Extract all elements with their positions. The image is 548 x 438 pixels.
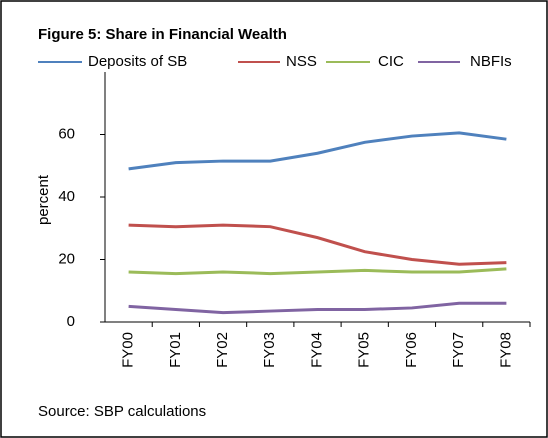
data-line <box>128 267 507 276</box>
x-tick-label: FY05 <box>356 332 373 368</box>
legend-label: NBFIs <box>470 53 512 70</box>
x-tick-label: FY06 <box>403 332 420 368</box>
y-tick-label: 60 <box>58 125 75 142</box>
x-tick-label: FY04 <box>308 332 325 368</box>
y-axis-label: percent <box>35 174 52 225</box>
y-tick-label: 0 <box>67 313 75 330</box>
x-tick-label: FY07 <box>450 332 467 368</box>
source-note: Source: SBP calculations <box>38 403 206 420</box>
data-line <box>128 301 507 315</box>
x-tick-label: FY00 <box>120 332 137 368</box>
x-tick-label: FY01 <box>167 332 184 368</box>
data-line <box>128 223 507 266</box>
legend-label: CIC <box>378 53 404 70</box>
x-tick-label: FY02 <box>214 332 231 368</box>
legend-label: Deposits of SB <box>88 53 187 70</box>
y-tick-label: 20 <box>58 250 75 267</box>
data-line <box>128 131 507 171</box>
y-tick-label: 40 <box>58 188 75 205</box>
chart-title: Figure 5: Share in Financial Wealth <box>38 26 287 43</box>
x-tick-label: FY03 <box>261 332 278 368</box>
legend-label: NSS <box>286 53 317 70</box>
x-tick-label: FY08 <box>497 332 514 368</box>
